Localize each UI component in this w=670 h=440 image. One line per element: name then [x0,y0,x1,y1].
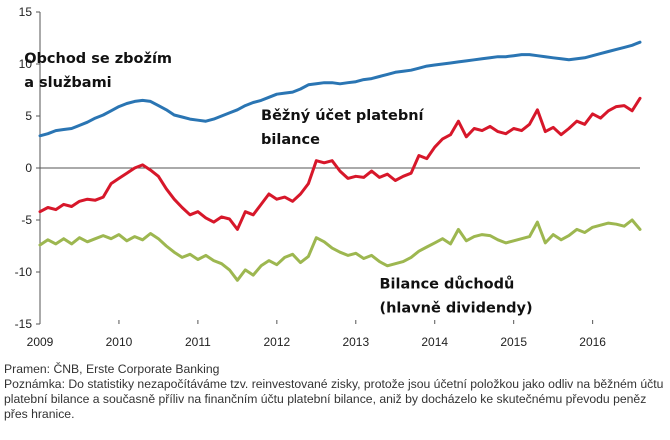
source-note: Pramen: ČNB, Erste Corporate Banking [4,362,220,376]
trade-label-line-2: a službami [24,75,111,91]
x-tick-label: 2011 [185,335,211,349]
y-tick-label: -10 [15,265,33,279]
trade-series-line [38,40,642,138]
current-account-label-line-2: bilance [261,132,320,148]
x-tick-label: 2015 [500,335,527,349]
income-balance-series-line [38,218,642,282]
x-tick-label: 2014 [421,335,448,349]
x-tick-label: 2009 [27,335,54,349]
remark-note: Poznámka: Do statistiky nezapočítáváme t… [4,377,664,421]
income-balance-label-line-1: Bilance důchodů [379,276,514,293]
current-account-series-line [38,96,642,231]
y-tick-label: 0 [25,161,32,175]
income-balance-label-line-2: (hlavně dividendy) [379,301,532,317]
y-tick-label: -15 [15,317,33,331]
trade-label-line-1: Obchod se zbožím [24,51,172,67]
y-tick-label: 5 [25,109,32,123]
x-tick-label: 2010 [106,335,133,349]
current-account-label-line-1: Běžný účet platební [261,108,424,124]
series-labels: Obchod se zbožím a službami Běžný účet pla… [24,51,532,317]
y-tick-label: 15 [19,5,33,19]
line-chart: -15 -10 -5 0 5 10 15 2009 2010 2011 2012 2013 2014 20… [15,5,642,349]
x-tick-label: 2013 [342,335,369,349]
chart-notes: Pramen: ČNB, Erste Corporate Banking Poz… [4,362,666,422]
chart-axes: -15 -10 -5 0 5 10 15 2009 2010 2011 2012 2013 2014 20… [15,5,640,349]
x-tick-label: 2012 [263,335,290,349]
y-tick-label: 10 [19,57,33,71]
x-tick-label: 2016 [579,335,606,349]
plot-area [38,40,642,282]
y-tick-label: -5 [21,213,32,227]
